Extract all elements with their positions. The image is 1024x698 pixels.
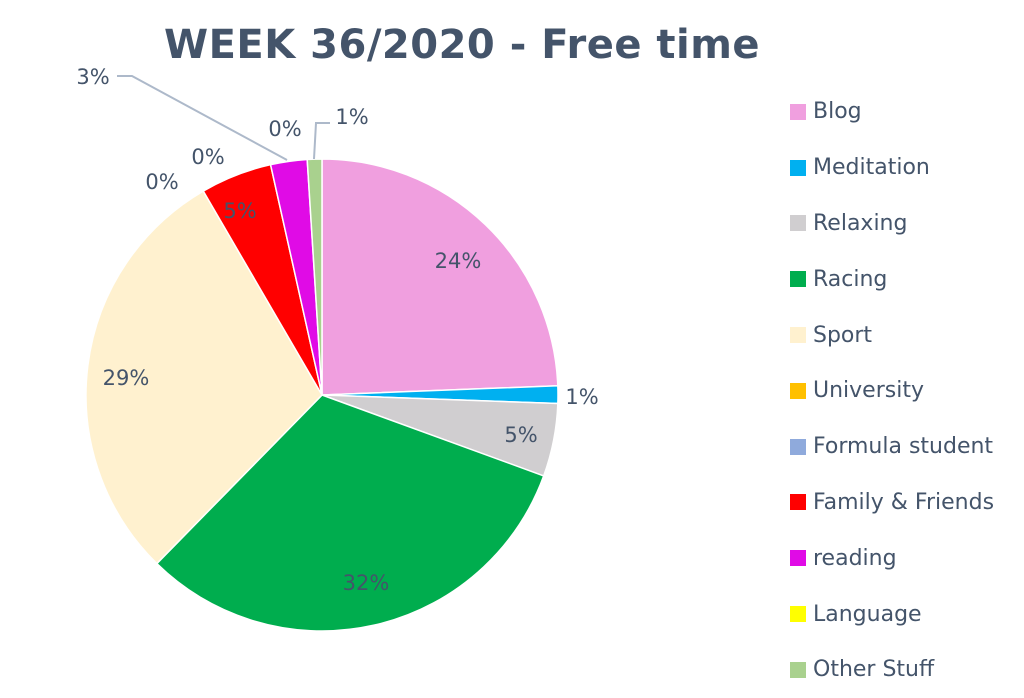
legend-swatch: [790, 606, 806, 623]
leader-line-other: [313, 122, 330, 160]
legend-item: Relaxing: [790, 196, 994, 252]
legend-swatch: [790, 438, 806, 455]
legend-label: reading: [813, 545, 897, 571]
data-label: 32%: [343, 571, 390, 595]
legend-label: Racing: [813, 266, 888, 292]
legend-swatch: [790, 382, 806, 399]
legend-item: Language: [790, 586, 994, 642]
pie-slice-sport: [85, 190, 323, 565]
legend-item: Sport: [790, 307, 994, 363]
legend-swatch: [790, 103, 806, 120]
data-label: 3%: [76, 65, 109, 89]
legend-label: Family & Friends: [813, 489, 995, 515]
legend: Blog Meditation Relaxing Racing Sport Un…: [790, 84, 994, 698]
pie-slice-racing: [155, 394, 545, 632]
legend-item: University: [790, 363, 994, 419]
data-label: 1%: [335, 105, 368, 129]
legend-item: Other Stuff: [790, 642, 994, 698]
legend-swatch: [790, 494, 806, 511]
data-label: 0%: [145, 170, 178, 194]
legend-swatch: [790, 550, 806, 567]
data-labels: 24% 1% 5% 32% 29% 0% 0% 5% 3% 0% 1%: [76, 65, 598, 595]
legend-swatch: [790, 271, 806, 288]
legend-item: Family & Friends: [790, 475, 994, 531]
data-label: 5%: [223, 199, 256, 223]
legend-label: Sport: [813, 322, 873, 348]
legend-item: Blog: [790, 84, 994, 140]
legend-item: Formula student: [790, 419, 994, 475]
pie-slices: [85, 158, 559, 632]
legend-label: Formula student: [813, 434, 994, 460]
legend-swatch: [790, 215, 806, 232]
legend-item: Meditation: [790, 140, 994, 196]
data-label: 0%: [191, 145, 224, 169]
pie-slice-other-stuff: [306, 158, 323, 396]
pie-slice-blog: [321, 158, 559, 396]
data-label: 29%: [103, 366, 150, 390]
legend-label: Language: [813, 601, 922, 627]
data-label: 1%: [565, 385, 598, 409]
legend-swatch: [790, 327, 806, 344]
leader-line-reading: [117, 75, 288, 161]
chart-title: WEEK 36/2020 - Free time: [163, 22, 761, 68]
legend-swatch: [790, 159, 806, 176]
data-label: 0%: [268, 117, 301, 141]
data-label: 24%: [435, 249, 482, 273]
legend-label: University: [813, 378, 924, 404]
legend-label: Blog: [813, 99, 862, 125]
legend-item: Racing: [790, 251, 994, 307]
leader-lines: [117, 75, 330, 161]
legend-swatch: [790, 661, 806, 678]
legend-label: Other Stuff: [813, 657, 935, 683]
legend-label: Relaxing: [813, 210, 908, 236]
legend-label: Meditation: [813, 155, 930, 181]
data-label: 5%: [504, 423, 537, 447]
pie-chart: 24% 1% 5% 32% 29% 0% 0% 5% 3% 0% 1%: [76, 65, 599, 632]
legend-item: reading: [790, 530, 994, 586]
